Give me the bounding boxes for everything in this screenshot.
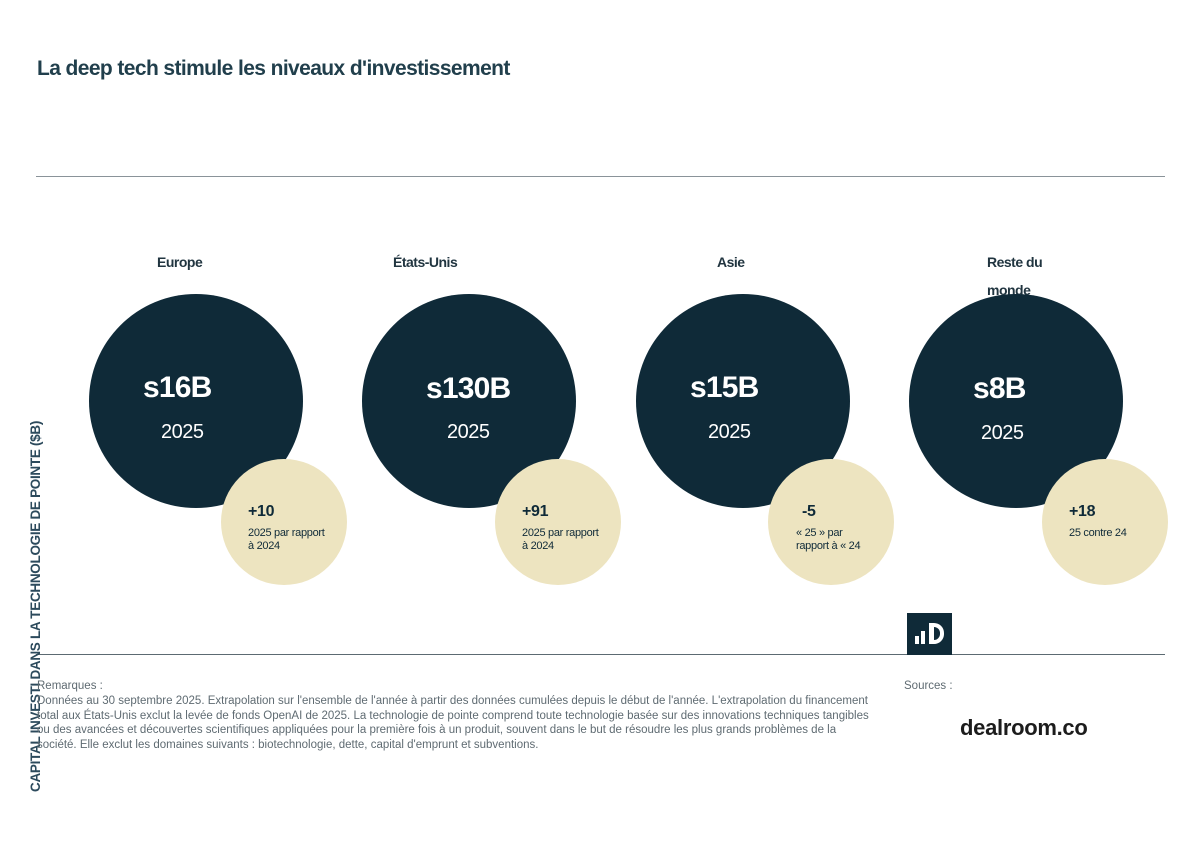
investment-value-rest-of-world: s8B [973, 372, 1026, 405]
dealroom-wordmark: dealroom.co [960, 715, 1088, 740]
region-label-rest-of-world: Reste du monde [987, 254, 1043, 298]
notes-text: Données au 30 septembre 2025. Extrapolat… [37, 695, 869, 751]
bottom-divider [36, 654, 1165, 655]
notes-label: Remarques : [37, 680, 103, 692]
change-note-europe: 2025 par rapport à 2024 [248, 527, 325, 552]
investment-year-europe: 2025 [161, 421, 204, 443]
change-bubble-asia [768, 459, 894, 585]
region-label-europe: Europe [157, 254, 203, 270]
change-note-asia: « 25 » par rapport à « 24 [796, 527, 861, 552]
investment-year-us: 2025 [447, 421, 490, 443]
change-value-europe: +10 [248, 503, 275, 520]
investment-year-asia: 2025 [708, 421, 751, 443]
sources-label: Sources : [904, 680, 953, 692]
change-value-us: +91 [522, 503, 549, 520]
dealroom-logo-icon [907, 613, 952, 655]
change-note-rest-of-world: 25 contre 24 [1069, 527, 1127, 539]
page-title: La deep tech stimule les niveaux d'inves… [37, 57, 510, 80]
change-bubble-us [495, 459, 621, 585]
region-label-asia: Asie [717, 254, 745, 270]
investment-value-europe: s16B [143, 371, 212, 404]
investment-value-asia: s15B [690, 371, 759, 404]
change-bubble-rest-of-world [1042, 459, 1168, 585]
investment-year-rest-of-world: 2025 [981, 422, 1024, 444]
top-divider [36, 176, 1165, 177]
change-value-rest-of-world: +18 [1069, 503, 1096, 520]
change-value-asia: -5 [802, 503, 816, 520]
region-label-us: États-Unis [393, 254, 458, 270]
change-bubble-europe [221, 459, 347, 585]
investment-value-us: s130B [426, 372, 511, 405]
change-note-us: 2025 par rapport à 2024 [522, 527, 599, 552]
